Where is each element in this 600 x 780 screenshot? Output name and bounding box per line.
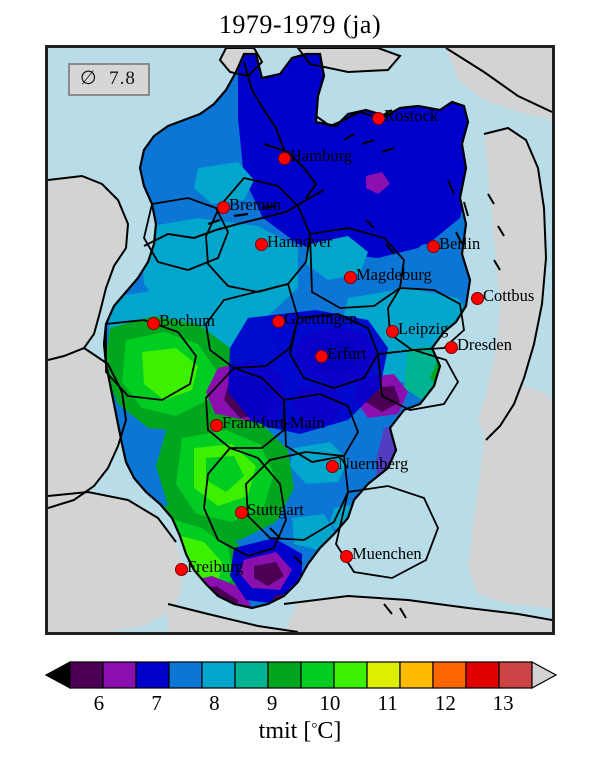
colorbar-tick-labels: 6 7 8 9 10 11 12 13: [0, 691, 600, 721]
colorbar-segment: [69, 661, 104, 689]
colorbar-segment: [399, 661, 434, 689]
colorbar-segment: [300, 661, 335, 689]
city-dot-icon: [271, 314, 285, 328]
city-dot-icon: [325, 459, 339, 473]
city-label: Bremen: [229, 195, 282, 214]
city-dot-icon: [385, 324, 399, 338]
city-label: Goettingen: [284, 309, 358, 328]
city-label: Hamburg: [290, 146, 353, 165]
city-dot-icon: [371, 111, 385, 125]
city-label: Muenchen: [352, 544, 422, 563]
city-label: Bochum: [159, 311, 215, 330]
colorbar-tick-10: 10: [319, 691, 341, 715]
city-label: Rostock: [384, 106, 439, 125]
city-dot-icon: [444, 340, 458, 354]
city-label: Magdeburg: [356, 265, 432, 284]
city-label: Dresden: [457, 335, 512, 354]
colorbar-segment: [498, 661, 533, 689]
colorbar-tick-6: 6: [93, 691, 105, 715]
colorbar-variable-name: tmit: [258, 718, 298, 744]
colorbar-segment: [333, 661, 368, 689]
city-label: Stuttgart: [247, 500, 304, 519]
city-dot-icon: [343, 270, 357, 284]
city-label: Cottbus: [483, 286, 535, 305]
colorbar-swatches: [44, 660, 558, 690]
colorbar-segment: [102, 661, 137, 689]
page-title: 1979-1979 (ja): [218, 10, 382, 39]
city-label: Erfurt: [327, 344, 367, 363]
colorbar-under-arrow: [44, 660, 71, 690]
average-symbol: ∅: [80, 68, 98, 89]
colorbar-tick-12: 12: [434, 691, 456, 715]
colorbar-segment: [366, 661, 401, 689]
colorbar-tick-7: 7: [151, 691, 162, 715]
city-dot-icon: [174, 562, 188, 576]
city-dot-icon: [209, 418, 223, 432]
map-panel[interactable]: ∅ 7.8 Hamburg Rostock Bremen Hannover Berlin…: [45, 45, 555, 635]
colorbar-units: [°C]: [303, 718, 342, 744]
colorbar-tick-13: 13: [492, 691, 514, 715]
city-label: Berlin: [439, 234, 481, 253]
colorbar-axis-label: tmit [°C]: [0, 718, 600, 745]
area-average-badge: ∅ 7.8: [68, 63, 150, 96]
colorbar-segment: [201, 661, 236, 689]
temperature-field: [104, 54, 470, 608]
city-dot-icon: [426, 239, 440, 253]
colorbar-tick-8: 8: [209, 691, 220, 715]
temperature-map: [48, 48, 552, 632]
colorbar-segment: [135, 661, 170, 689]
colorbar-tick-11: 11: [377, 691, 398, 715]
city-dot-icon: [234, 505, 248, 519]
city-label: Frankfurt-Main: [222, 413, 325, 432]
city-label: Leipzig: [398, 319, 449, 338]
colorbar[interactable]: 6 7 8 9 10 11 12 13 tmit [°C]: [0, 655, 600, 780]
city-dot-icon: [254, 237, 268, 251]
colorbar-segment: [267, 661, 302, 689]
city-label: Hannover: [267, 232, 333, 251]
city-dot-icon: [314, 349, 328, 363]
city-dot-icon: [470, 291, 484, 305]
colorbar-segment: [432, 661, 467, 689]
colorbar-over-arrow: [531, 660, 558, 690]
city-label: Freiburg: [187, 557, 244, 576]
city-dot-icon: [277, 151, 291, 165]
city-dot-icon: [339, 549, 353, 563]
country-borders: [48, 48, 552, 632]
city-label: Nuernberg: [338, 454, 409, 473]
colorbar-segment: [465, 661, 500, 689]
city-dot-icon: [146, 316, 160, 330]
colorbar-segment: [234, 661, 269, 689]
colorbar-segment: [168, 661, 203, 689]
colorbar-tick-9: 9: [266, 691, 278, 715]
average-value: 7.8: [109, 68, 136, 89]
city-dot-icon: [216, 200, 230, 214]
